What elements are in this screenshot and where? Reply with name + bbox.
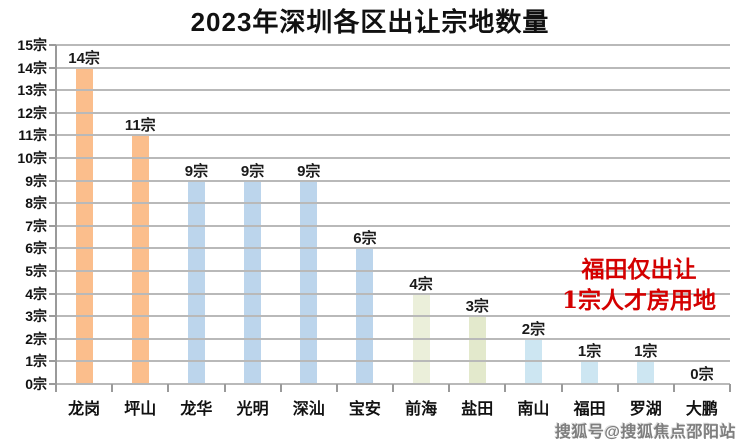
grid-line-3 bbox=[56, 315, 730, 317]
x-axis-label-futian: 福田 bbox=[573, 401, 606, 418]
x-axis-label-qianhai: 前海 bbox=[405, 401, 438, 418]
bar-value-label-dapeng: 0宗 bbox=[690, 366, 714, 383]
watermark: 搜狐号@搜狐焦点邵阳站 bbox=[554, 424, 736, 441]
bar-value-label-shenshan: 9宗 bbox=[297, 163, 321, 180]
bar-value-label-luohu: 1宗 bbox=[634, 343, 658, 360]
y-axis-label-14: 14宗 bbox=[17, 60, 47, 76]
grid-line-6 bbox=[56, 247, 730, 249]
bar-value-label-longhua: 9宗 bbox=[184, 163, 209, 180]
grid-line-9 bbox=[56, 180, 730, 182]
y-tick-11 bbox=[49, 134, 56, 136]
y-axis-label-12: 12宗 bbox=[17, 105, 47, 121]
x-tick-6 bbox=[392, 384, 394, 392]
chart-title: 2023年深圳各区出让宗地数量 bbox=[190, 7, 550, 37]
y-axis-label-13: 13宗 bbox=[17, 82, 47, 98]
grid-line-14 bbox=[56, 67, 730, 69]
annotation-line-1: 福田仅出让 bbox=[581, 256, 697, 283]
bar-value-label-yantian: 3宗 bbox=[465, 298, 489, 315]
bar-value-label-guangming: 9宗 bbox=[240, 163, 265, 180]
x-tick-11 bbox=[673, 384, 675, 392]
grid-line-2 bbox=[56, 338, 730, 340]
bar-yantian bbox=[468, 316, 486, 384]
x-axis-label-longgang: 龙岗 bbox=[68, 401, 101, 418]
y-axis-label-7: 7宗 bbox=[25, 218, 47, 234]
annotation-line-2: 1宗人才房用地 bbox=[561, 287, 716, 314]
bar-guangming bbox=[244, 181, 262, 384]
grid-line-4 bbox=[56, 293, 730, 295]
y-tick-2 bbox=[49, 338, 56, 340]
bar-value-label-baoan: 6宗 bbox=[353, 230, 377, 247]
x-axis-label-nanshan: 南山 bbox=[517, 401, 550, 418]
y-tick-8 bbox=[49, 202, 56, 204]
x-tick-0 bbox=[55, 384, 57, 392]
x-tick-1 bbox=[111, 384, 113, 392]
x-tick-10 bbox=[617, 384, 619, 392]
y-tick-5 bbox=[49, 270, 56, 272]
bar-value-label-nanshan: 2宗 bbox=[521, 321, 546, 338]
bar-value-label-pingshan: 11宗 bbox=[124, 117, 156, 134]
x-axis-label-shenshan: 深汕 bbox=[292, 401, 325, 418]
y-axis-label-6: 6宗 bbox=[25, 240, 47, 256]
x-tick-8 bbox=[504, 384, 506, 392]
y-axis-label-3: 3宗 bbox=[25, 308, 47, 324]
x-axis-label-baoan: 宝安 bbox=[348, 401, 381, 418]
y-axis-label-8: 8宗 bbox=[25, 195, 47, 211]
x-tick-9 bbox=[561, 384, 563, 392]
bar-shenshan bbox=[300, 181, 318, 384]
x-axis-label-pingshan: 坪山 bbox=[124, 401, 157, 418]
y-tick-9 bbox=[49, 180, 56, 182]
y-tick-0 bbox=[49, 383, 56, 385]
y-tick-3 bbox=[49, 315, 56, 317]
bar-luohu bbox=[637, 361, 655, 384]
bar-futian bbox=[581, 361, 599, 384]
grid-line-1 bbox=[56, 360, 730, 362]
grid-line-8 bbox=[56, 202, 730, 204]
bar-value-label-qianhai: 4宗 bbox=[409, 276, 433, 293]
bar-pingshan bbox=[131, 135, 149, 384]
grid-line-11 bbox=[56, 134, 730, 136]
x-tick-5 bbox=[336, 384, 338, 392]
y-axis-label-1: 1宗 bbox=[25, 353, 47, 369]
bar-value-label-futian: 1宗 bbox=[577, 343, 602, 360]
y-axis-label-11: 11宗 bbox=[18, 127, 47, 143]
x-axis-label-luohu: 罗湖 bbox=[629, 401, 662, 418]
grid-line-13 bbox=[56, 89, 730, 91]
x-axis-label-longhua: 龙华 bbox=[180, 401, 213, 418]
grid-line-12 bbox=[56, 112, 730, 114]
grid-line-7 bbox=[56, 225, 730, 227]
x-axis-label-yantian: 盐田 bbox=[461, 401, 494, 418]
y-tick-4 bbox=[49, 293, 56, 295]
y-axis-label-0: 0宗 bbox=[25, 376, 47, 392]
x-axis-label-dapeng: 大鹏 bbox=[685, 401, 718, 418]
y-tick-1 bbox=[49, 360, 56, 362]
x-tick-2 bbox=[167, 384, 169, 392]
y-tick-13 bbox=[49, 89, 56, 91]
x-tick-12 bbox=[729, 384, 731, 392]
bar-value-label-longgang: 14宗 bbox=[68, 50, 100, 67]
y-axis-label-4: 4宗 bbox=[25, 286, 47, 302]
y-tick-7 bbox=[49, 225, 56, 227]
x-tick-3 bbox=[224, 384, 226, 392]
x-axis-label-guangming: 光明 bbox=[236, 401, 269, 418]
y-axis-label-10: 10宗 bbox=[17, 150, 47, 166]
y-axis-label-15: 15宗 bbox=[17, 37, 47, 53]
y-tick-6 bbox=[49, 247, 56, 249]
x-tick-7 bbox=[448, 384, 450, 392]
x-tick-4 bbox=[280, 384, 282, 392]
grid-line-5 bbox=[56, 270, 730, 272]
y-tick-14 bbox=[49, 67, 56, 69]
bar-longhua bbox=[187, 181, 205, 384]
grid-line-10 bbox=[56, 157, 730, 159]
y-axis-label-5: 5宗 bbox=[25, 263, 47, 279]
y-axis-label-2: 2宗 bbox=[25, 331, 47, 347]
grid-line-15 bbox=[56, 44, 730, 46]
y-axis-line bbox=[55, 45, 57, 392]
y-tick-15 bbox=[49, 44, 56, 46]
y-axis-label-9: 9宗 bbox=[25, 173, 47, 189]
annotation: 福田仅出让 1宗人才房用地 bbox=[538, 254, 740, 316]
y-tick-10 bbox=[49, 157, 56, 159]
y-tick-12 bbox=[49, 112, 56, 114]
